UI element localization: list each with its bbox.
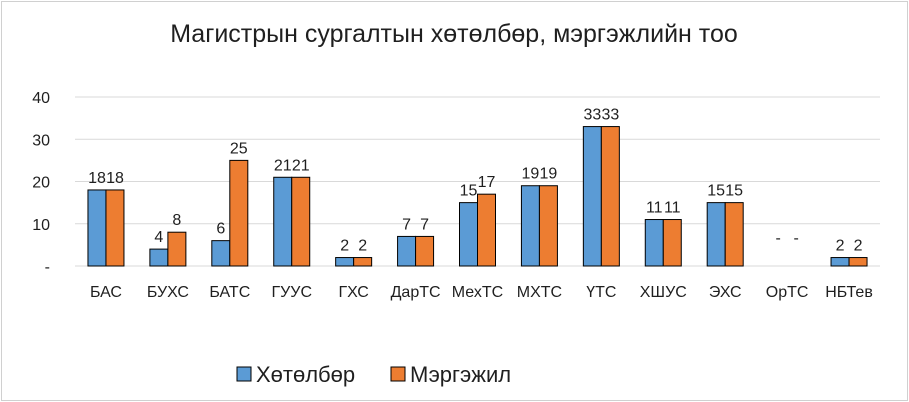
data-label: 2 (854, 238, 863, 255)
bars (87, 126, 868, 267)
data-label: 25 (230, 140, 248, 157)
y-axis: - 10 20 30 40 (32, 90, 50, 276)
x-tick-label: ДарТС (391, 284, 441, 301)
data-label: 2 (358, 238, 367, 255)
chart-title: Магистрын сургалтын хөтөлбөр, мэргэжлийн… (170, 20, 738, 48)
x-tick-label: ЭХС (709, 284, 742, 301)
y-tick-label: 30 (32, 132, 50, 149)
y-tick-label: 40 (32, 90, 50, 107)
x-tick-label: МехТС (452, 284, 503, 301)
data-label: 7 (402, 216, 411, 233)
legend-label-majors: Мэргэжил (410, 362, 511, 387)
data-label: - (775, 230, 780, 247)
bar (335, 257, 355, 267)
bar (415, 235, 435, 267)
data-label: 7 (420, 216, 429, 233)
bar (538, 185, 558, 267)
x-tick-label: БАС (90, 284, 122, 301)
data-label: 33 (583, 107, 601, 124)
data-label: 19 (522, 166, 540, 183)
x-tick-label: ОрТС (766, 284, 809, 301)
x-tick-label: ГУУС (271, 284, 312, 301)
bar (520, 185, 540, 267)
data-label: 6 (216, 221, 225, 238)
data-label: 17 (478, 174, 496, 191)
bar (167, 231, 187, 267)
y-tick-label: 10 (32, 217, 50, 234)
bar (459, 202, 478, 267)
bar (353, 257, 373, 267)
y-tick-label: - (45, 259, 50, 276)
data-label: 8 (172, 212, 181, 229)
data-label: 2 (836, 238, 845, 255)
data-label: 33 (601, 107, 619, 124)
bar (87, 189, 107, 267)
bar (830, 257, 850, 267)
x-tick-label: ГХС (338, 284, 368, 301)
data-label: 4 (154, 229, 163, 246)
bar (662, 219, 682, 267)
bar (211, 240, 231, 267)
data-label: 2 (340, 238, 349, 255)
x-tick-label: ХШУС (640, 284, 687, 301)
legend-swatch-programs (236, 366, 252, 382)
bar (149, 248, 169, 267)
x-tick-label: БАТС (209, 284, 250, 301)
data-label: 11 (646, 200, 663, 217)
bar (105, 189, 125, 267)
data-label: 18 (106, 170, 124, 187)
bar (477, 193, 496, 267)
y-tick-label: 20 (32, 175, 50, 192)
x-tick-label: МХТС (517, 284, 562, 301)
bar (582, 126, 602, 267)
data-label: 15 (725, 183, 743, 200)
bar (724, 202, 744, 267)
bar (291, 176, 311, 267)
bar (706, 202, 726, 267)
x-tick-label: НБТев (825, 284, 873, 301)
data-label: 19 (540, 166, 558, 183)
bar (644, 219, 664, 267)
legend-label-programs: Хөтөлбөр (256, 362, 355, 387)
x-tick-label: БУХС (147, 284, 189, 301)
x-axis: БАС БУХС БАТС ГУУС ГХС ДарТС МехТС МХТС ҮТС ХШУС Э… (90, 284, 873, 301)
bar (848, 257, 868, 267)
legend: Хөтөлбөр Мэргэжил (236, 362, 511, 387)
bar (273, 176, 293, 267)
data-label: 21 (274, 157, 292, 174)
legend-swatch-majors (390, 366, 406, 382)
bar (600, 126, 620, 267)
bar (229, 159, 249, 267)
data-label: 18 (88, 170, 106, 187)
data-label: 11 (664, 200, 681, 217)
data-label: 15 (707, 183, 725, 200)
data-label: - (793, 230, 798, 247)
data-label: 21 (292, 157, 310, 174)
x-tick-label: ҮТС (586, 284, 616, 301)
data-label: 15 (460, 183, 478, 200)
bar (397, 235, 417, 267)
